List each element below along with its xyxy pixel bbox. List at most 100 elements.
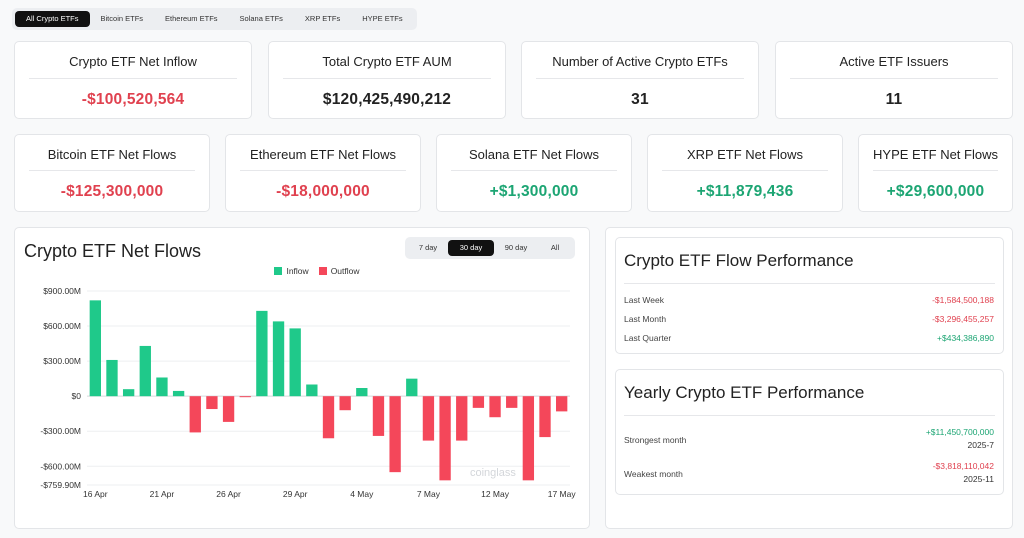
chart-legend: Inflow Outflow xyxy=(15,266,589,276)
performance-title: Crypto ETF Flow Performance xyxy=(624,251,854,270)
range-selector: 7 day 30 day 90 day All xyxy=(405,237,575,259)
chart-bar xyxy=(222,396,235,422)
chart-bar xyxy=(189,396,201,433)
yearly-performance-card: Yearly Crypto ETF Performance Strongest … xyxy=(615,369,1004,495)
bitcoin-flows-card: Bitcoin ETF Net Flows -$125,300,000 xyxy=(14,134,210,212)
legend-label: Outflow xyxy=(330,266,360,276)
chart-bar xyxy=(522,396,535,481)
row-value: -$3,296,455,257 xyxy=(932,314,994,324)
chart-bar xyxy=(489,396,501,418)
x-tick-label: 17 May xyxy=(548,489,577,499)
tab-ethereum-etfs[interactable]: Ethereum ETFs xyxy=(165,14,218,23)
chart-bar xyxy=(122,389,135,397)
net-flows-chart: $900.00M $600.00M $300.00M $0 -$300.00M -$600… xyxy=(40,286,577,499)
chart-bar xyxy=(106,359,118,397)
yearly-title: Yearly Crypto ETF Performance xyxy=(624,383,865,402)
chart-bar xyxy=(306,384,318,397)
chart-bar xyxy=(172,390,185,397)
x-tick-label: 7 May xyxy=(417,489,441,499)
y-tick-label: $0 xyxy=(72,391,82,401)
net-flows-chart-panel: Crypto ETF Net Flows 7 day 30 day 90 day… xyxy=(14,227,590,529)
range-all[interactable]: All xyxy=(550,243,560,252)
x-tick-label: 26 Apr xyxy=(216,489,241,499)
row-period: 2025-11 xyxy=(963,474,994,484)
chart-bar xyxy=(156,377,168,397)
right-column: Crypto ETF Flow Performance Last Week -$… xyxy=(605,227,1013,529)
card-value: +$1,300,000 xyxy=(489,183,579,200)
inflow-swatch xyxy=(274,267,283,275)
card-value: +$11,879,436 xyxy=(696,183,794,200)
x-tick-label: 4 May xyxy=(350,489,374,499)
card-value: -$100,520,564 xyxy=(81,91,185,108)
card-title: XRP ETF Net Flows xyxy=(686,147,804,162)
divider xyxy=(283,78,491,79)
tab-hype-etfs[interactable]: HYPE ETFs xyxy=(362,14,403,23)
card-title: Number of Active Crypto ETFs xyxy=(552,54,728,69)
y-tick-label: -$759.90M xyxy=(40,480,81,490)
hype-flows-card: HYPE ETF Net Flows +$29,600,000 xyxy=(858,134,1013,212)
x-tick-label: 29 Apr xyxy=(283,489,308,499)
range-7-day[interactable]: 7 day xyxy=(418,243,438,252)
chart-bar xyxy=(506,396,518,408)
y-tick-label: $600.00M xyxy=(43,321,81,331)
tab-solana-etfs[interactable]: Solana ETFs xyxy=(239,14,283,23)
range-30-day[interactable]: 30 day xyxy=(448,240,494,256)
tab-bitcoin-etfs[interactable]: Bitcoin ETFs xyxy=(100,14,144,23)
x-tick-label: 21 Apr xyxy=(150,489,175,499)
weakest-month-row: Weakest month -$3,818,110,042 2025-11 xyxy=(624,461,994,489)
active-etfs-card: Number of Active Crypto ETFs 31 xyxy=(521,41,759,119)
solana-flows-card: Solana ETF Net Flows +$1,300,000 xyxy=(436,134,632,212)
chart-bar xyxy=(339,396,351,411)
chart-bar xyxy=(272,321,285,397)
row-label: Strongest month xyxy=(624,435,687,445)
divider xyxy=(662,170,828,171)
divider xyxy=(624,415,995,416)
chart-bar xyxy=(556,396,568,412)
chart-bar xyxy=(439,396,451,481)
card-title: Total Crypto ETF AUM xyxy=(322,54,452,69)
card-title: Ethereum ETF Net Flows xyxy=(250,147,396,162)
legend-label: Inflow xyxy=(286,266,309,276)
card-title: Crypto ETF Net Inflow xyxy=(69,54,197,69)
row-label: Last Quarter xyxy=(624,333,672,343)
chart-bar xyxy=(239,396,251,398)
chart-bar xyxy=(89,300,101,397)
card-value: 11 xyxy=(885,91,903,108)
x-tick-label: 12 May xyxy=(481,489,510,499)
ethereum-flows-card: Ethereum ETF Net Flows -$18,000,000 xyxy=(225,134,421,212)
flow-performance-card: Crypto ETF Flow Performance Last Week -$… xyxy=(615,237,1004,354)
divider xyxy=(790,78,998,79)
chart-bar xyxy=(372,396,385,436)
tab-all-crypto-etfs[interactable]: All Crypto ETFs xyxy=(15,11,90,27)
y-tick-label: -$300.00M xyxy=(40,426,81,436)
row-value: +$434,386,890 xyxy=(937,333,994,343)
divider xyxy=(624,283,995,284)
card-title: Active ETF Issuers xyxy=(839,54,949,69)
chart-bar xyxy=(456,396,468,441)
card-title: Solana ETF Net Flows xyxy=(468,147,600,162)
chart-bar xyxy=(139,345,151,397)
chart-bar xyxy=(389,396,401,473)
range-90-day[interactable]: 90 day xyxy=(504,243,528,252)
etf-issuers-card: Active ETF Issuers 11 xyxy=(775,41,1013,119)
row-label: Weakest month xyxy=(624,469,683,479)
legend-inflow[interactable]: Inflow xyxy=(274,266,309,276)
divider xyxy=(873,170,998,171)
card-value: 31 xyxy=(631,91,649,108)
row-value: -$1,584,500,188 xyxy=(932,295,994,305)
y-tick-label: $900.00M xyxy=(43,286,81,296)
legend-outflow[interactable]: Outflow xyxy=(318,266,360,276)
row-label: Last Week xyxy=(624,295,665,305)
card-value: -$125,300,000 xyxy=(60,183,164,200)
net-inflow-card: Crypto ETF Net Inflow -$100,520,564 xyxy=(14,41,252,119)
row-value: +$11,450,700,000 xyxy=(925,427,994,437)
etf-category-tabs: All Crypto ETFs Bitcoin ETFs Ethereum ET… xyxy=(12,8,417,30)
chart-title: Crypto ETF Net Flows xyxy=(24,241,202,261)
row-label: Last Month xyxy=(624,314,667,324)
y-tick-label: -$600.00M xyxy=(40,461,81,471)
strongest-month-row: Strongest month +$11,450,700,000 2025-7 xyxy=(624,427,994,455)
xrp-flows-card: XRP ETF Net Flows +$11,879,436 xyxy=(647,134,843,212)
row-period: 2025-7 xyxy=(967,440,994,450)
chart-bar xyxy=(472,396,485,408)
tab-xrp-etfs[interactable]: XRP ETFs xyxy=(304,14,341,23)
